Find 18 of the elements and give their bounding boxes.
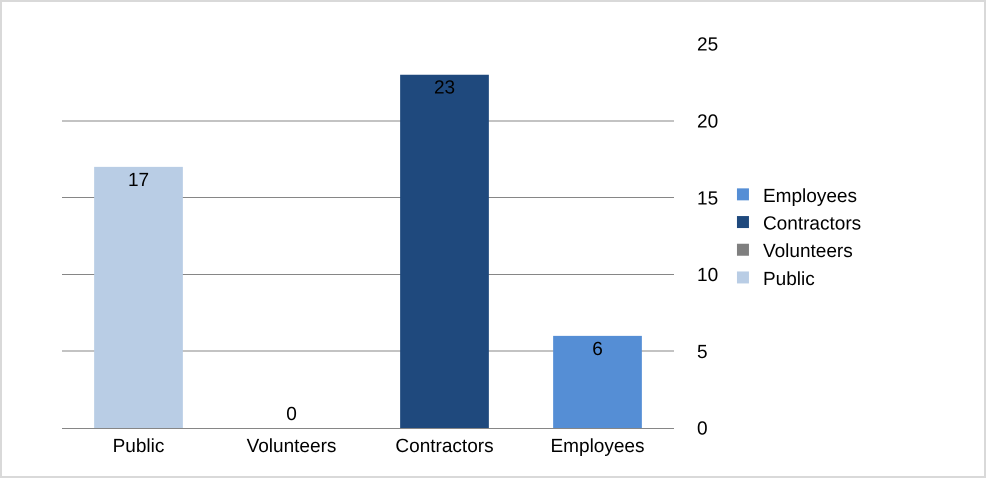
y-tick-label: 20 [697, 111, 718, 132]
legend-label: Volunteers [762, 241, 853, 262]
data-label: 6 [592, 338, 603, 360]
legend-label: Contractors [762, 213, 862, 234]
x-tick-label: Contractors [395, 436, 494, 457]
x-tick-label: Employees [550, 436, 644, 457]
legend-label: Public [762, 268, 815, 290]
data-label: 23 [434, 78, 456, 99]
legend-label: Employees [762, 186, 857, 207]
data-label: 17 [128, 170, 150, 191]
y-tick-label: 15 [697, 188, 718, 210]
y-tick-label: 10 [697, 265, 718, 286]
x-tick-label: Volunteers [246, 436, 336, 457]
data-label: 0 [286, 404, 297, 425]
x-tick-label: Public [112, 436, 164, 457]
y-tick-label: 25 [697, 34, 718, 56]
y-tick-label: 5 [697, 342, 708, 363]
y-tick-label: 0 [697, 418, 708, 440]
